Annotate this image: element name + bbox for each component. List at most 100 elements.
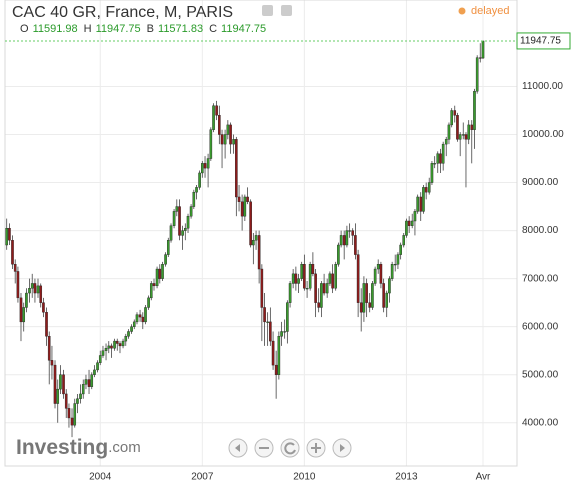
candle-body <box>147 297 150 308</box>
ohlc-value: 11947.75 <box>96 23 141 35</box>
candle-body <box>274 364 278 375</box>
candle-body <box>132 321 136 327</box>
candle-body <box>373 268 377 284</box>
candle-body <box>416 196 419 212</box>
candle-body <box>467 124 470 140</box>
candle-body <box>135 314 139 323</box>
candle-body <box>263 307 266 323</box>
candle-body <box>322 283 326 294</box>
candle-body <box>25 292 28 308</box>
candle-body <box>260 268 264 308</box>
candle-body <box>243 196 247 217</box>
candle-body <box>433 163 436 165</box>
candle-body <box>206 158 210 169</box>
candle-body <box>30 283 34 289</box>
ohlc-letter: H <box>84 23 92 35</box>
candle-body <box>59 374 62 390</box>
y-tick-label: 7000.00 <box>522 273 559 284</box>
candle-body <box>300 264 303 279</box>
candle-body <box>271 340 275 366</box>
candle-body <box>33 283 37 294</box>
candle-body <box>297 278 300 284</box>
candle-body <box>101 350 105 356</box>
candle-body <box>450 110 453 126</box>
x-tick-label: Avr <box>476 472 491 483</box>
candle-body <box>158 268 162 279</box>
candle-body <box>232 139 235 145</box>
candle-body <box>56 388 60 404</box>
candle-body <box>5 227 9 246</box>
candle-body <box>249 201 252 246</box>
candle-body <box>64 393 68 409</box>
x-tick-label: 2007 <box>191 472 214 483</box>
candle-body <box>45 312 48 337</box>
ohlc-value: 11947.75 <box>221 23 266 35</box>
candle-body <box>98 355 102 363</box>
candle-body <box>286 302 289 332</box>
candle-body <box>422 187 425 212</box>
candle-body <box>169 225 173 241</box>
x-tick-label: 2010 <box>293 472 316 483</box>
candle-body <box>76 398 79 404</box>
candle-body <box>223 134 227 145</box>
candle-body <box>388 278 391 294</box>
candle-body <box>70 417 74 426</box>
candle-body <box>252 240 255 246</box>
candle-body <box>81 384 85 395</box>
candle-body <box>390 264 394 279</box>
candle-body <box>382 283 385 308</box>
candle-body <box>107 345 111 349</box>
chart-title: CAC 40 GR, France, M, PARIS <box>12 4 233 21</box>
candle-body <box>118 343 122 347</box>
candle-body <box>115 340 119 344</box>
y-tick-label: 9000.00 <box>522 177 559 188</box>
candle-body <box>473 91 476 130</box>
candle-body <box>447 124 451 140</box>
candle-body <box>396 254 400 265</box>
candle-body <box>19 297 23 323</box>
candle-body <box>28 288 31 294</box>
candle-body <box>481 40 485 59</box>
candle-body <box>441 143 445 164</box>
candle-body <box>458 134 462 140</box>
candle-body <box>220 134 224 145</box>
last-price-label: 11947.75 <box>520 36 561 47</box>
candle-body <box>178 206 181 236</box>
candle-body <box>79 393 82 399</box>
candle-body <box>430 163 434 183</box>
candle-body <box>453 110 457 116</box>
icon-right <box>340 444 345 452</box>
candle-body <box>141 316 145 323</box>
candle-body <box>436 153 440 164</box>
ohlc-readout: O 11591.98 H 11947.75 B 11571.83 C 11947.75 <box>20 23 266 35</box>
candle-body <box>226 124 230 135</box>
candle-body <box>201 163 204 174</box>
close-icon[interactable] <box>281 5 292 16</box>
candle-body <box>371 283 374 308</box>
candle-body <box>303 264 306 289</box>
settings-icon[interactable] <box>262 5 273 16</box>
candle-body <box>277 336 281 375</box>
candle-body <box>385 292 389 308</box>
candle-body <box>280 331 283 337</box>
candle-body <box>393 264 397 266</box>
candle-body <box>155 268 159 287</box>
y-tick-label: 8000.00 <box>522 225 559 236</box>
y-tick-label: 11000.00 <box>522 81 563 92</box>
y-tick-label: 5000.00 <box>522 369 559 380</box>
candle-body <box>365 283 368 303</box>
candle-body <box>464 134 468 140</box>
candle-body <box>325 283 329 294</box>
candle-body <box>399 244 402 255</box>
candle-body <box>314 273 317 303</box>
candle-body <box>229 124 232 145</box>
candle-body <box>181 230 184 236</box>
candle-body <box>354 235 357 255</box>
candle-body <box>257 235 261 270</box>
candle-body <box>362 283 366 313</box>
candle-body <box>254 235 258 241</box>
candle-body <box>124 336 128 342</box>
candle-body <box>161 264 164 279</box>
candle-body <box>424 187 428 193</box>
